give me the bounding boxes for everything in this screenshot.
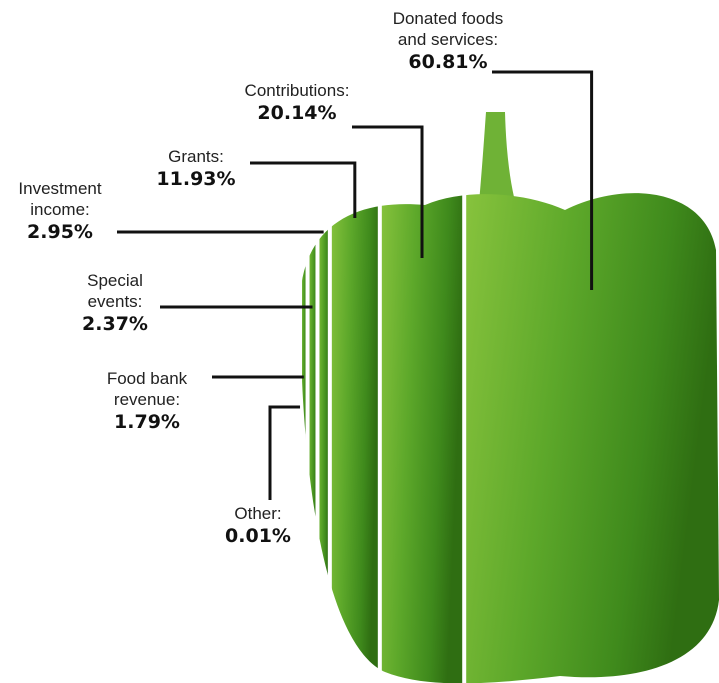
category-label: Food bank revenue: (106, 369, 188, 409)
segment (307, 193, 318, 683)
category-label: Donated foods and services: (392, 9, 504, 49)
separators (298, 195, 467, 683)
leader-line (492, 70, 594, 290)
category-label: Special events: (87, 271, 143, 311)
category-label: Contributions: (244, 81, 350, 100)
segment (329, 193, 380, 683)
pepper-stem (478, 112, 520, 218)
category-label: Grants: (168, 147, 224, 166)
value-label: 60.81% (408, 51, 488, 73)
category-label: Investment income: (18, 179, 102, 219)
label: Investment income: 2.95% (0, 178, 140, 244)
leader-line (268, 405, 301, 500)
value-label: 2.37% (82, 313, 148, 335)
value-label: 2.95% (27, 221, 93, 243)
label: Contributions: 20.14% (217, 80, 377, 125)
label: Food bank revenue: 1.79% (67, 368, 227, 434)
label: Grants: 11.93% (116, 146, 276, 191)
leader-line (352, 125, 424, 258)
label: Other: 0.01% (178, 503, 338, 548)
leader-line (250, 161, 357, 218)
segment (379, 193, 465, 683)
value-label: 0.01% (225, 525, 291, 547)
value-label: 20.14% (257, 102, 337, 124)
category-label: Other: (234, 504, 282, 523)
value-label: 1.79% (114, 411, 180, 433)
label: Special events: 2.37% (35, 270, 195, 336)
label: Donated foods and services: 60.81% (368, 8, 528, 74)
leaders (117, 70, 594, 500)
value-label: 11.93% (156, 168, 236, 190)
